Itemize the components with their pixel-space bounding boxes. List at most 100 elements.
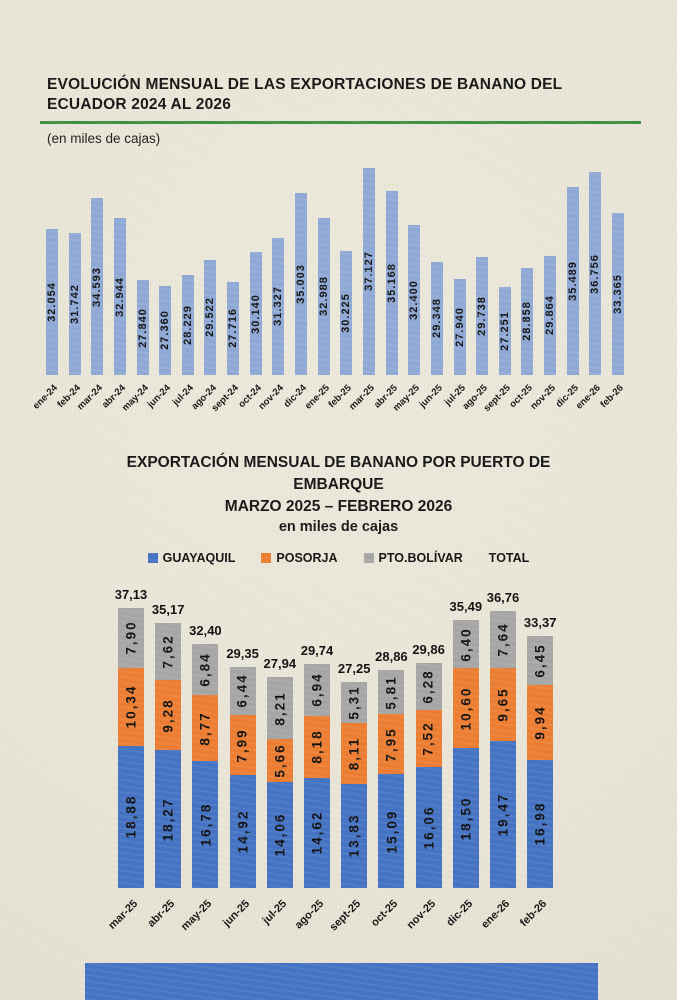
segment-value-label: 6,28 (421, 669, 437, 704)
bar-dic-25 (566, 187, 579, 375)
x-axis-label: ago-25 (292, 897, 327, 932)
segment-pto-bol-var: 8,21 (266, 677, 293, 740)
segment-value-label: 16,78 (197, 802, 213, 847)
x-axis-label: jun-25 (220, 897, 252, 930)
total-label: 33,37 (523, 615, 557, 631)
bar-feb-25 (340, 251, 353, 375)
bar-ene-25 (317, 217, 330, 375)
segment-guayaquil: 15,09 (378, 774, 405, 888)
bar-value-label: 27.840 (136, 307, 149, 348)
segment-pto-bol-var: 7,64 (490, 610, 516, 669)
segment-guayaquil: 16,78 (192, 761, 219, 888)
legend-label: POSORJA (276, 551, 338, 565)
port-chart-legend: GUAYAQUIL POSORJA PTO.BOLÍVAR TOTAL (0, 551, 677, 565)
x-axis-label: jun-25 (417, 382, 445, 411)
port-chart-title: EXPORTACIÓN MENSUAL DE BANANO POR PUERTO… (126, 454, 551, 493)
bar-feb-26 (612, 213, 624, 375)
segment-guayaquil: 14,92 (229, 775, 256, 888)
bar-feb-24 (68, 232, 81, 375)
bar-ene-24 (46, 229, 58, 375)
x-axis-label: ene-26 (574, 382, 604, 412)
legend-label: GUAYAQUIL (162, 551, 236, 565)
segment-posorja: 8,77 (192, 695, 219, 762)
bar-oct-24 (249, 252, 262, 375)
segment-value-label: 5,66 (272, 743, 288, 778)
segment-guayaquil: 19,47 (490, 741, 516, 888)
bar-value-label: 30.225 (340, 293, 353, 333)
segment-value-label: 9,94 (532, 705, 548, 740)
segment-pto-bol-var: 5,31 (341, 682, 368, 723)
segment-posorja: 10,34 (118, 667, 144, 746)
segment-value-label: 6,40 (458, 627, 474, 662)
legend-swatch-icon (261, 553, 272, 563)
bar-value-label: 29.864 (544, 295, 557, 336)
bar-abr-25 (385, 191, 398, 375)
bar-jul-24 (181, 275, 194, 375)
total-label: 36,76 (486, 589, 520, 605)
segment-guayaquil: 16,98 (527, 759, 554, 888)
segment-guayaquil: 18,50 (452, 748, 479, 888)
bar-value-label: 29.348 (430, 298, 443, 339)
segment-value-label: 10,34 (123, 684, 139, 729)
total-label: 35,17 (151, 601, 185, 617)
segment-value-label: 16,98 (532, 802, 548, 846)
bar-value-label: 27.360 (159, 310, 172, 351)
total-label: 27,94 (263, 656, 297, 672)
segment-value-label: 10,60 (458, 686, 474, 731)
segment-pto-bol-var: 6,45 (527, 636, 554, 685)
x-axis-label: nov-25 (528, 382, 558, 413)
segment-value-label: 5,81 (383, 675, 399, 710)
bar-value-label: 27.251 (498, 311, 511, 351)
total-label: 32,40 (189, 622, 222, 638)
bar-nov-24 (272, 237, 285, 375)
segment-posorja: 7,95 (378, 714, 405, 775)
segment-value-label: 8,77 (197, 711, 213, 746)
stacked-bar-feb-26: 16,98 9,94 6,45 (527, 636, 554, 888)
stacked-bar-ene-26: 19,47 9,65 7,64 (490, 610, 516, 888)
total-label: 28,86 (375, 649, 408, 665)
bar-mar-25 (362, 167, 375, 375)
segment-value-label: 19,47 (495, 792, 511, 837)
total-label: 29,74 (300, 642, 334, 658)
segment-posorja: 9,65 (490, 668, 516, 742)
bar-value-label: 35.489 (566, 261, 579, 302)
total-label: 29,35 (226, 645, 259, 661)
segment-value-label: 9,65 (495, 687, 511, 722)
segment-pto-bol-var: 7,62 (155, 622, 182, 681)
stacked-bar-mar-25: 18,88 10,34 7,90 (118, 608, 144, 888)
bar-jul-25 (453, 278, 466, 375)
x-axis-label: ene-26 (479, 897, 513, 931)
bar-ago-25 (476, 257, 489, 375)
segment-guayaquil: 14,62 (304, 777, 330, 888)
bar-value-label: 36.756 (589, 253, 602, 294)
bar-nov-25 (544, 255, 557, 375)
stacked-bar-may-25: 16,78 8,77 6,84 (192, 643, 219, 888)
bar-sept-24 (227, 281, 240, 375)
segment-value-label: 9,28 (160, 698, 176, 733)
legend-label: TOTAL (488, 551, 530, 565)
bar-value-label: 32.988 (317, 276, 330, 317)
segment-value-label: 6,45 (532, 643, 548, 678)
stacked-bar-ago-25: 14,62 8,18 6,94 (304, 663, 330, 888)
segment-value-label: 8,18 (309, 729, 325, 764)
bar-value-label: 31.742 (68, 284, 81, 324)
bar-value-label: 37.127 (362, 251, 375, 292)
segment-value-label: 7,90 (123, 620, 139, 655)
bar-value-label: 27.940 (453, 307, 466, 347)
segment-posorja: 7,99 (229, 715, 256, 776)
total-label: 37,13 (114, 586, 148, 602)
segment-guayaquil: 14,06 (266, 781, 293, 888)
bar-value-label: 28.858 (521, 301, 534, 342)
legend-item-total: TOTAL (489, 551, 530, 565)
legend-swatch-icon (147, 553, 158, 563)
port-chart-subtitle: MARZO 2025 – FEBRERO 2026 (224, 498, 453, 516)
stacked-bar-abr-25: 18,27 9,28 7,62 (155, 622, 182, 888)
segment-value-label: 13,83 (346, 813, 362, 858)
bar-value-label: 34.593 (91, 266, 104, 307)
x-axis-label: feb-26 (598, 382, 626, 411)
x-axis-label: ene-24 (30, 382, 60, 412)
bar-may-24 (136, 280, 149, 375)
segment-value-label: 5,31 (346, 685, 362, 720)
bar-mar-24 (91, 198, 104, 375)
segment-guayaquil: 18,27 (155, 750, 182, 888)
